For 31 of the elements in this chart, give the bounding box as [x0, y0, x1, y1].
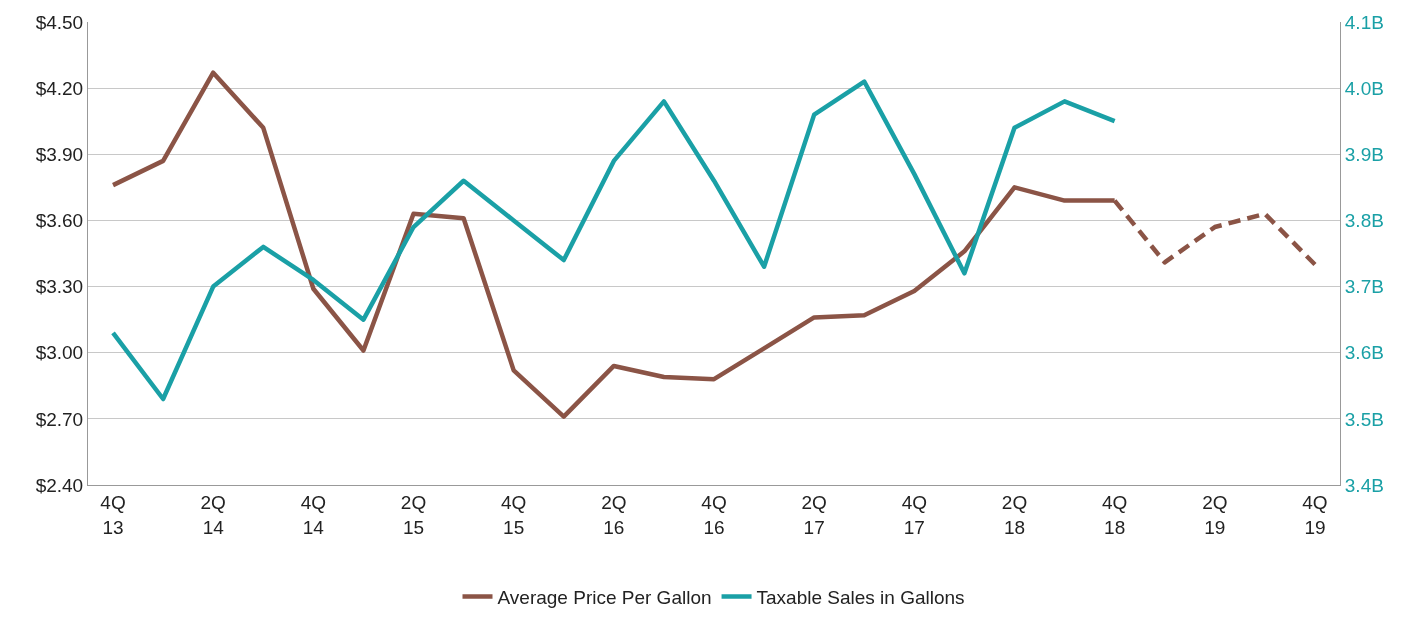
x-tick-label: 4Q 19	[1302, 491, 1328, 538]
y2-tick-label: 3.5B	[1344, 408, 1384, 430]
y2-tick-label: 3.6B	[1344, 342, 1384, 364]
x-tick-label: 4Q 15	[501, 491, 527, 538]
x-tick-label: 2Q 19	[1202, 491, 1228, 538]
y-tick-label: $4.50	[35, 11, 84, 33]
x-tick-label: 4Q 17	[901, 491, 927, 538]
y2-tick-label: 4.1B	[1344, 11, 1384, 33]
y-tick-label: $2.40	[35, 474, 84, 496]
x-tick-label: 2Q 14	[200, 491, 226, 538]
x-tick-label: 2Q 17	[801, 491, 827, 538]
x-tick-label: 2Q 16	[601, 491, 627, 538]
y-tick-label: $3.60	[35, 210, 84, 232]
y2-tick-label: 3.7B	[1344, 276, 1384, 298]
y2-tick-label: 3.9B	[1344, 143, 1384, 165]
x-tick-label: 2Q 18	[1001, 491, 1028, 538]
y-tick-label: $3.00	[35, 342, 84, 364]
x-tick-label: 4Q 18	[1101, 491, 1128, 538]
legend-label: Average Price Per Gallon	[497, 586, 712, 608]
y-tick-label: $3.30	[35, 276, 84, 298]
y2-tick-label: 3.4B	[1344, 474, 1384, 496]
y-tick-label: $2.70	[35, 408, 84, 430]
legend-label: Taxable Sales in Gallons	[756, 586, 965, 608]
x-tick-label: 4Q 13	[100, 491, 126, 538]
x-tick-label: 4Q 16	[701, 491, 727, 538]
y-tick-label: $4.20	[35, 77, 84, 99]
y2-tick-label: 3.8B	[1344, 210, 1384, 232]
x-tick-label: 4Q 14	[300, 491, 327, 538]
y2-tick-label: 4.0B	[1344, 77, 1384, 99]
x-tick-label: 2Q 15	[400, 491, 427, 538]
y-tick-label: $3.90	[35, 143, 84, 165]
